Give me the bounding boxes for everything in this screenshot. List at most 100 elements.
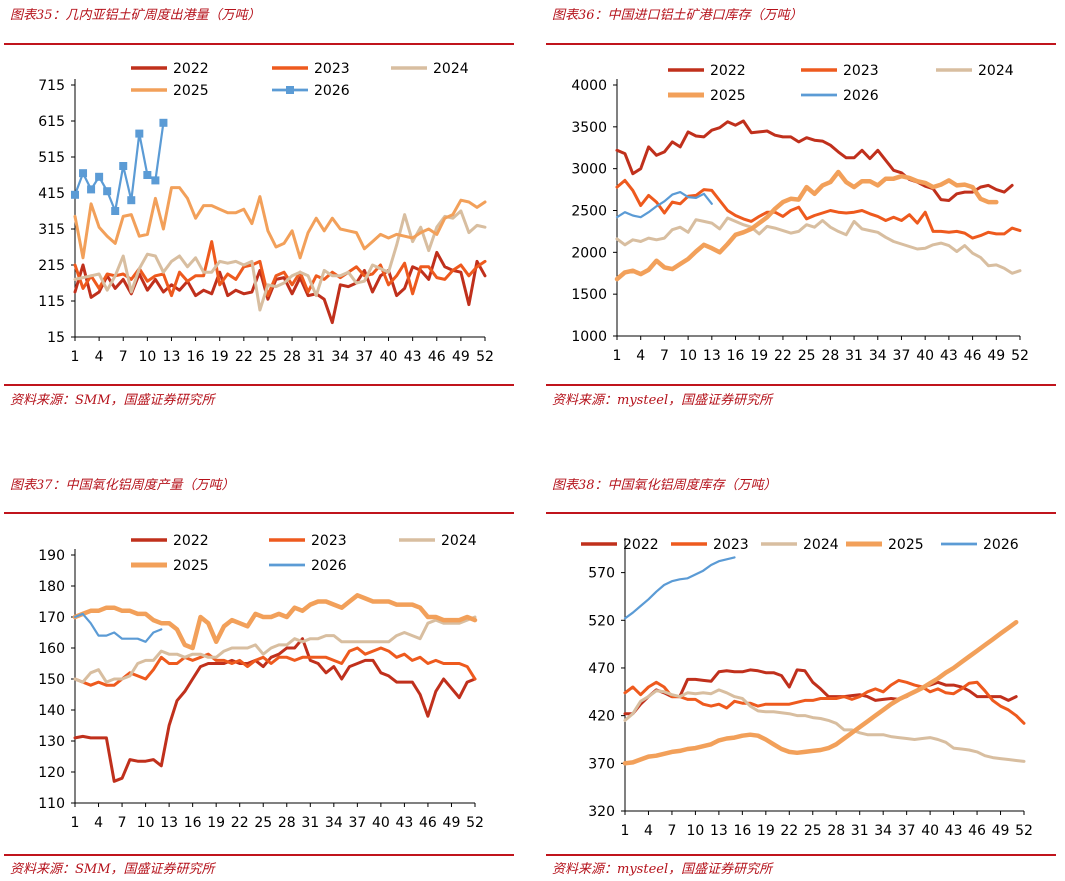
series-line-2022 [73, 250, 487, 325]
x-tick-label: 22 [235, 349, 253, 365]
chart-panel-38: 图表38：中国氧化铝周度库存（万吨） 320 370 420 470 520 570 1 4 7… [546, 470, 1056, 881]
source-divider [546, 854, 1056, 856]
y-tick-label: 515 [38, 150, 65, 166]
y-tick-label: 110 [38, 796, 65, 812]
title-divider [546, 43, 1056, 45]
x-tick-label: 46 [428, 349, 446, 365]
x-tick-label: 19 [207, 815, 225, 831]
data-point-marker [119, 162, 128, 170]
x-tick-label: 46 [968, 823, 986, 839]
x-tick-label: 37 [893, 348, 911, 364]
x-tick-label: 22 [774, 348, 792, 364]
legend-label-2023: 2023 [314, 61, 350, 77]
series-line-2025 [614, 169, 999, 282]
y-tick-label: 320 [588, 804, 615, 820]
x-tick-label: 43 [940, 348, 958, 364]
chart-canvas: 110 120 130 140 150 160 170 180 190 1 4 7 10 13 16 19 22… [38, 533, 484, 831]
x-tick-label: 46 [419, 815, 437, 831]
source-divider [4, 854, 514, 856]
series-line-2026 [623, 556, 736, 620]
y-tick-label: 470 [588, 661, 615, 677]
x-tick-label: 4 [636, 348, 645, 364]
x-tick-label: 7 [660, 348, 669, 364]
x-tick-label: 40 [916, 348, 934, 364]
y-tick-label: 1000 [571, 329, 607, 345]
series-line-2023 [73, 646, 477, 687]
series-line-2022 [615, 119, 1014, 202]
x-tick-label: 16 [727, 348, 745, 364]
x-tick-label: 49 [987, 348, 1005, 364]
x-tick-label: 28 [821, 348, 839, 364]
y-tick-label: 160 [38, 641, 65, 657]
data-point-marker [79, 169, 88, 178]
x-tick-label: 16 [187, 349, 205, 365]
x-tick-label: 19 [211, 349, 229, 365]
legend-label-2026: 2026 [983, 537, 1019, 553]
series-line-2024 [623, 688, 1026, 763]
y-tick-label: 170 [38, 610, 65, 626]
x-tick-label: 40 [921, 823, 939, 839]
series-line-2026 [73, 121, 165, 213]
chart-panel-37: 图表37：中国氧化铝周度产量（万吨） 110 120 130 140 150 160 170… [4, 470, 514, 881]
x-tick-label: 10 [686, 823, 704, 839]
legend-label-2025: 2025 [888, 537, 924, 553]
y-tick-label: 115 [38, 294, 65, 310]
x-tick-label: 22 [780, 823, 798, 839]
y-tick-label: 215 [38, 258, 65, 274]
x-tick-label: 10 [137, 815, 155, 831]
source-note: 资料来源：SMM，国盛证券研究所 [10, 862, 215, 877]
x-tick-label: 25 [804, 823, 822, 839]
source-note: 资料来源：mysteel，国盛证券研究所 [552, 393, 773, 408]
x-tick-label: 7 [667, 823, 676, 839]
series-line-2024 [615, 216, 1022, 275]
title-divider [4, 43, 514, 45]
legend-label-2025: 2025 [173, 558, 209, 574]
x-tick-label: 25 [259, 349, 277, 365]
x-tick-label: 10 [679, 348, 697, 364]
x-tick-label: 43 [404, 349, 422, 365]
legend-label-2022: 2022 [623, 537, 659, 553]
chart-canvas: 1000 1500 2000 2500 3000 3500 4000 1 4 7 10 13 16 19 2… [571, 63, 1029, 364]
title-divider [4, 512, 514, 514]
data-point-marker [135, 129, 144, 138]
y-tick-label: 180 [38, 579, 65, 595]
y-tick-label: 715 [38, 78, 65, 94]
series-line-2025 [73, 186, 487, 260]
x-tick-label: 13 [163, 349, 181, 365]
x-tick-label: 13 [703, 348, 721, 364]
x-tick-label: 1 [621, 823, 630, 839]
series-line-2025 [622, 619, 1019, 766]
y-tick-label: 150 [38, 672, 65, 688]
legend-label-2022: 2022 [173, 533, 209, 549]
x-tick-label: 40 [380, 349, 398, 365]
y-tick-label: 370 [588, 756, 615, 772]
series-line-2023 [73, 240, 487, 298]
legend-label-2023: 2023 [843, 63, 879, 79]
y-tick-label: 130 [38, 734, 65, 750]
x-tick-label: 34 [331, 349, 349, 365]
x-tick-label: 40 [372, 815, 390, 831]
x-tick-label: 1 [71, 349, 80, 365]
legend-label-2024: 2024 [803, 537, 839, 553]
y-tick-label: 140 [38, 703, 65, 719]
chart-panel-35: 图表35：几内亚铝土矿周度出港量（万吨） 15 115 215 315 415 515 61… [4, 0, 514, 420]
legend-label-2025: 2025 [710, 88, 746, 104]
series-line-2023 [623, 678, 1026, 725]
x-tick-label: 52 [466, 815, 484, 831]
source-divider [546, 384, 1056, 386]
legend-label-2022: 2022 [710, 63, 746, 79]
series-line-2025 [72, 593, 478, 651]
x-tick-label: 49 [443, 815, 461, 831]
x-tick-label: 28 [283, 349, 301, 365]
series-line-2022 [73, 637, 477, 783]
x-tick-label: 13 [160, 815, 178, 831]
x-tick-label: 37 [355, 349, 373, 365]
chart-panel-36: 图表36：中国进口铝土矿港口库存（万吨） 1000 1500 2000 2500 300… [546, 0, 1056, 420]
y-tick-label: 615 [38, 114, 65, 130]
x-tick-label: 34 [869, 348, 887, 364]
x-tick-label: 49 [452, 349, 470, 365]
y-tick-label: 3500 [571, 120, 607, 136]
series-line-2022 [623, 668, 1018, 716]
data-point-marker [151, 176, 160, 185]
y-tick-label: 2000 [571, 245, 607, 261]
